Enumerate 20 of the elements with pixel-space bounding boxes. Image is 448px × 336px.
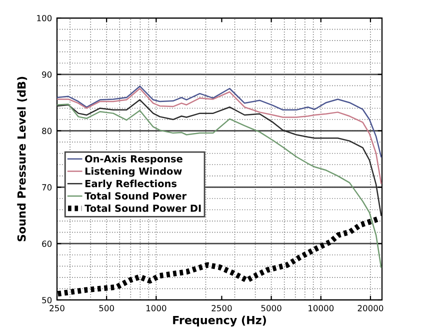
y-tick-label: 70 (42, 184, 52, 190)
y-tick-label: 60 (42, 240, 52, 247)
x-tick-label: 2500 (212, 305, 232, 312)
y-axis-title: Sound Pressure Level (dB) (17, 76, 28, 242)
x-axis-title: Frequency (Hz) (173, 316, 266, 327)
x-tick-label: 10000 (308, 305, 334, 312)
legend-label: Total Sound Power (84, 192, 187, 200)
legend-label: Listening Window (85, 167, 182, 177)
legend-label: On-Axis Response (85, 154, 182, 164)
y-tick-label: 100 (37, 14, 52, 22)
x-tick-label: 250 (50, 305, 64, 312)
x-tick-label: 500 (99, 305, 114, 312)
x-tick-label: 1000 (146, 305, 166, 312)
x-tick-label: 5000 (261, 305, 282, 312)
legend-label: Early Reflections (85, 180, 177, 190)
x-tick-label: 20000 (358, 305, 384, 312)
y-tick-label: 80 (42, 128, 52, 134)
legend-label: Total Sound Power DI (84, 204, 201, 212)
y-tick-label: 90 (42, 71, 52, 78)
y-tick-label: 50 (42, 296, 52, 304)
